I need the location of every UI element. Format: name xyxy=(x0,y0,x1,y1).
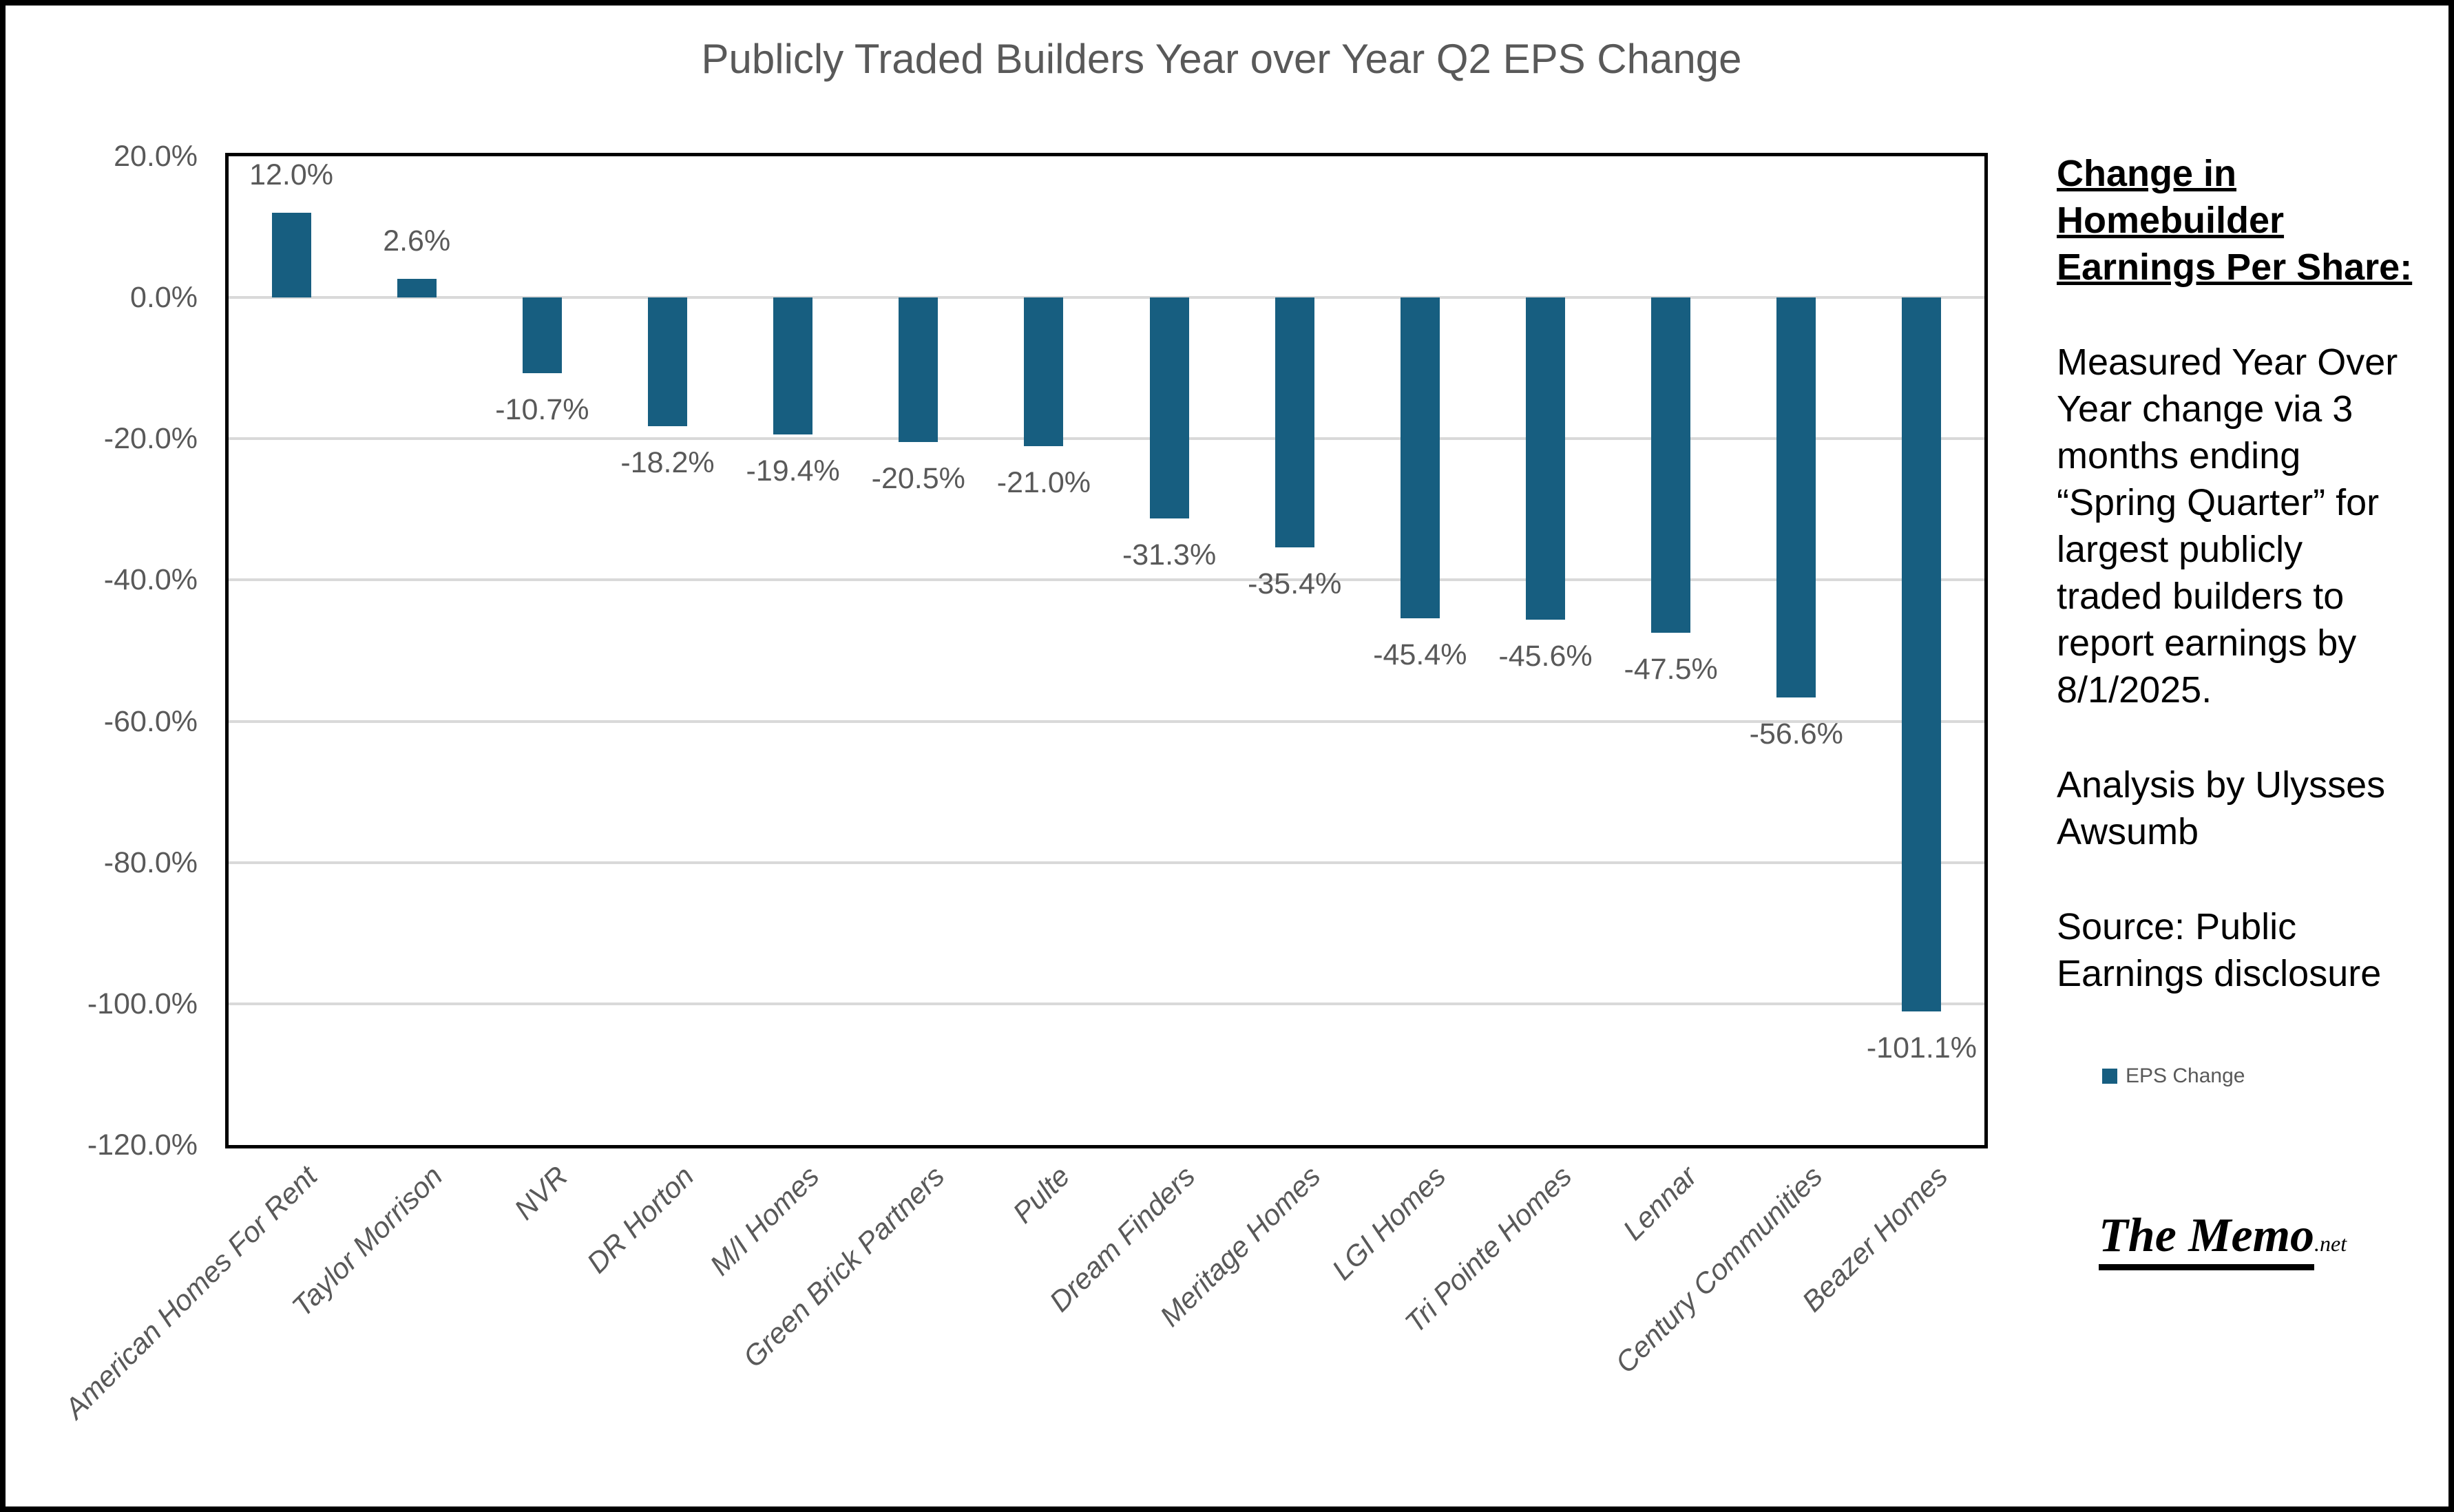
bar-lennar xyxy=(1651,297,1691,633)
data-label: -47.5% xyxy=(1624,653,1718,686)
y-axis-tick-label: -40.0% xyxy=(103,563,198,597)
logo-main-text: The Memo xyxy=(2099,1210,2315,1270)
bar-pulte xyxy=(1024,297,1064,446)
y-axis-tick-label: -80.0% xyxy=(103,846,198,879)
chart-title: Publicly Traded Builders Year over Year … xyxy=(701,36,1742,82)
legend: EPS Change xyxy=(2102,1064,2245,1088)
y-axis-tick-label: -60.0% xyxy=(103,704,198,738)
bar-taylor-morrison xyxy=(397,279,437,298)
data-label: -21.0% xyxy=(996,465,1091,499)
logo-suffix-text: .net xyxy=(2314,1231,2347,1256)
bar-beazer-homes xyxy=(1902,297,1942,1012)
bar-tri-pointe-homes xyxy=(1526,297,1565,620)
annotation-paragraph-analyst: Analysis by Ulysses Awsumb xyxy=(2057,764,2386,852)
bar-nvr xyxy=(522,297,562,373)
y-axis-tick-label: -20.0% xyxy=(103,422,198,456)
gridline xyxy=(229,578,1984,582)
gridline xyxy=(229,296,1984,300)
plot-area xyxy=(225,153,1988,1148)
bar-dream-finders xyxy=(1149,297,1189,519)
y-axis-tick-label: 0.0% xyxy=(129,281,198,315)
data-label: -45.4% xyxy=(1373,638,1467,671)
gridline xyxy=(229,437,1984,441)
legend-marker-eps-change xyxy=(2102,1069,2117,1084)
data-label: -31.3% xyxy=(1122,538,1217,572)
annotation-paragraph-methodology: Measured Year Over Year change via 3 mon… xyxy=(2057,342,2398,711)
annotation-heading: Change in Homebuilder Earnings Per Share… xyxy=(2057,153,2413,288)
legend-label: EPS Change xyxy=(2126,1064,2245,1087)
gridline xyxy=(229,861,1984,864)
y-axis-tick-label: -100.0% xyxy=(87,987,198,1020)
the-memo-logo: The Memo.net xyxy=(2099,1210,2347,1270)
gridline xyxy=(229,1002,1984,1005)
data-label: -18.2% xyxy=(620,445,715,479)
y-axis-tick-label: -120.0% xyxy=(87,1128,198,1162)
data-label: -10.7% xyxy=(495,392,589,426)
bar-lgi-homes xyxy=(1400,297,1440,618)
bar-green-brick-partners xyxy=(899,297,938,443)
data-label: -45.6% xyxy=(1498,639,1593,673)
gridline xyxy=(229,720,1984,723)
annotation-paragraph-source: Source: Public Earnings disclosure xyxy=(2057,906,2382,994)
bar-meritage-homes xyxy=(1275,297,1314,548)
bar-century-communities xyxy=(1776,297,1816,697)
data-label: 12.0% xyxy=(249,158,334,192)
data-label: -20.5% xyxy=(871,462,965,496)
bar-american-homes-for-rent xyxy=(271,213,311,298)
annotation-panel: Change in Homebuilder Earnings Per Share… xyxy=(2057,150,2418,997)
data-label: 2.6% xyxy=(383,224,451,258)
data-label: -101.1% xyxy=(1866,1031,1978,1065)
data-label: -35.4% xyxy=(1248,567,1342,601)
data-label: -56.6% xyxy=(1749,717,1843,750)
y-axis-tick-label: 20.0% xyxy=(114,140,198,173)
bar-dr-horton xyxy=(648,297,687,426)
bar-m-i-homes xyxy=(773,297,813,435)
data-label: -19.4% xyxy=(746,454,840,488)
